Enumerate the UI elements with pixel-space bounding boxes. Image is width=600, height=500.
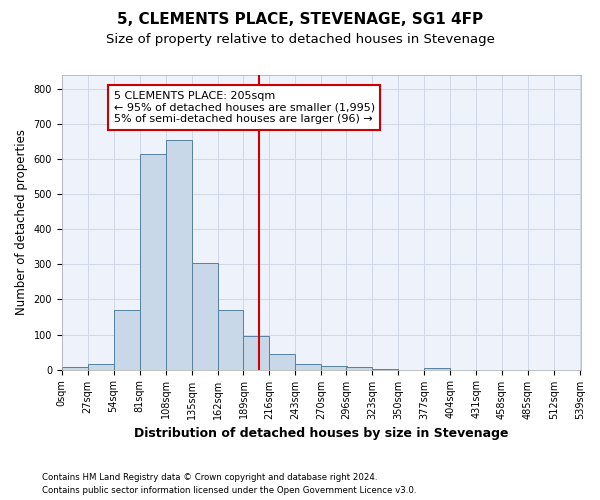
Bar	[269, 354, 295, 370]
Text: Size of property relative to detached houses in Stevenage: Size of property relative to detached ho…	[106, 32, 494, 46]
Bar	[424, 368, 450, 370]
Bar	[113, 310, 140, 370]
Bar	[372, 368, 398, 370]
Text: 5, CLEMENTS PLACE, STEVENAGE, SG1 4FP: 5, CLEMENTS PLACE, STEVENAGE, SG1 4FP	[117, 12, 483, 28]
Text: Contains public sector information licensed under the Open Government Licence v3: Contains public sector information licen…	[42, 486, 416, 495]
Bar	[140, 154, 166, 370]
Bar	[346, 367, 372, 370]
Text: Contains HM Land Registry data © Crown copyright and database right 2024.: Contains HM Land Registry data © Crown c…	[42, 472, 377, 482]
Bar	[88, 364, 113, 370]
Bar	[218, 310, 244, 370]
Bar	[322, 366, 347, 370]
X-axis label: Distribution of detached houses by size in Stevenage: Distribution of detached houses by size …	[134, 427, 509, 440]
Bar	[191, 262, 218, 370]
Bar	[166, 140, 191, 370]
Bar	[295, 364, 322, 370]
Y-axis label: Number of detached properties: Number of detached properties	[15, 130, 28, 316]
Text: 5 CLEMENTS PLACE: 205sqm
← 95% of detached houses are smaller (1,995)
5% of semi: 5 CLEMENTS PLACE: 205sqm ← 95% of detach…	[113, 91, 375, 124]
Bar	[244, 336, 269, 370]
Bar	[62, 367, 88, 370]
